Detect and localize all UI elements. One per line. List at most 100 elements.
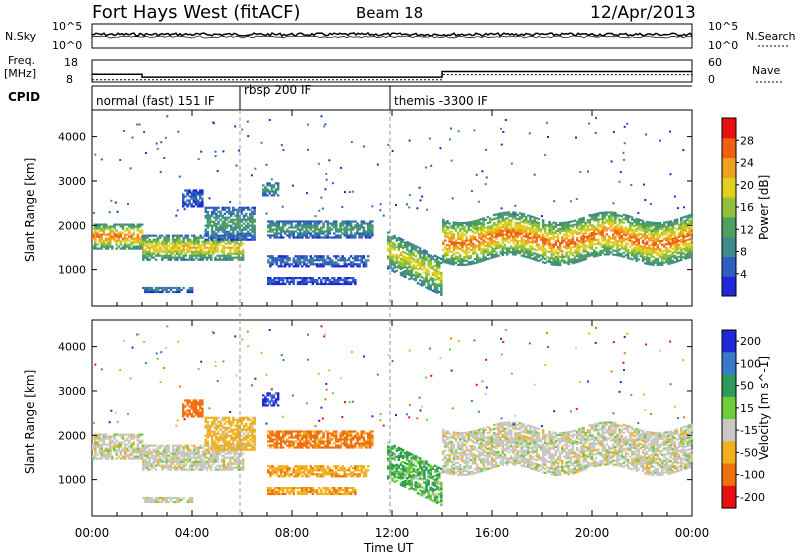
power-cell [362, 257, 366, 260]
power-cell [303, 230, 306, 233]
power-cell [221, 226, 224, 229]
power-cell [643, 228, 647, 231]
power-cell [406, 272, 409, 276]
power-cell [247, 206, 250, 209]
power-cell [203, 256, 207, 259]
power-cell [146, 236, 149, 239]
power-cell [518, 216, 521, 219]
velocity-cell [171, 462, 175, 465]
power-cell [328, 282, 332, 286]
freq-left-tick-top: 18 [64, 56, 78, 69]
velocity-cell [102, 455, 106, 458]
power-speckle [450, 159, 453, 162]
power-cell [558, 243, 562, 247]
power-cell [136, 247, 140, 250]
velocity-cell [126, 443, 129, 446]
power-cell [391, 245, 394, 248]
power-cell [233, 252, 236, 255]
power-cell [225, 226, 229, 229]
power-cell [688, 234, 691, 237]
power-cell [328, 261, 332, 264]
power-cell [505, 235, 509, 238]
power-cell [686, 234, 689, 237]
power-cell [410, 249, 413, 252]
power-cell [169, 242, 173, 245]
power-cell [633, 243, 636, 246]
power-cell [556, 239, 560, 243]
power-cell [92, 247, 95, 250]
power-cell [652, 261, 655, 264]
power-cell [660, 227, 664, 230]
power-cell [176, 250, 179, 253]
power-cell [206, 238, 210, 241]
power-cell [227, 210, 231, 213]
power-cell [505, 227, 509, 230]
power-cell [629, 237, 632, 240]
velocity-cell [195, 448, 198, 451]
power-cell [332, 277, 336, 280]
power-cell [167, 244, 170, 247]
power-cell [414, 245, 418, 248]
power-cell [223, 228, 227, 231]
power-cell [603, 217, 606, 220]
power-cell [486, 232, 490, 235]
power-cell [186, 244, 190, 247]
power-cell [136, 223, 140, 226]
power-cell [399, 261, 403, 264]
power-cell [303, 263, 306, 266]
power-cell [427, 271, 430, 274]
power-cell [482, 249, 485, 252]
power-cell [421, 280, 424, 283]
power-speckle [450, 127, 452, 130]
power-cell [539, 234, 543, 237]
power-cell [301, 255, 304, 258]
power-cell [522, 249, 526, 252]
power-cell [452, 227, 456, 230]
velocity-cell [98, 433, 101, 436]
velocity-cell [193, 446, 196, 449]
velocity-cell [210, 456, 213, 459]
power-cell [616, 250, 619, 253]
power-speckle [500, 143, 503, 146]
power-cell [609, 223, 613, 226]
power-cell [216, 244, 219, 247]
power-cell [410, 275, 413, 278]
power-cell [273, 236, 276, 239]
velocity-cell [152, 450, 156, 453]
velocity-cell [233, 458, 236, 461]
power-cell [554, 221, 558, 224]
power-cell [94, 231, 97, 234]
power-cell [412, 274, 415, 277]
velocity-cell [188, 450, 192, 453]
power-cell [244, 212, 248, 215]
power-cell [484, 226, 487, 229]
power-cell [182, 238, 185, 241]
power-cell [215, 206, 218, 209]
power-speckle [160, 141, 163, 144]
power-cell [197, 258, 200, 261]
power-cell [529, 245, 532, 248]
power-cell [575, 244, 579, 248]
power-cell [624, 230, 628, 233]
power-cell [639, 233, 643, 236]
power-cell [320, 280, 323, 284]
power-cell [507, 247, 511, 250]
velocity-cell [111, 439, 114, 442]
power-speckle [280, 144, 283, 147]
power-cell [578, 252, 581, 255]
power-cell [345, 232, 349, 235]
power-cell [605, 227, 609, 230]
power-cell [631, 230, 634, 233]
power-cell [253, 226, 256, 229]
power-speckle [575, 198, 578, 201]
velocity-cell [119, 449, 123, 452]
power-cell [507, 215, 511, 218]
power-cell [493, 229, 496, 233]
power-cell [669, 254, 672, 257]
power-cell [618, 226, 621, 229]
power-cell [410, 265, 413, 268]
power-cell [217, 210, 220, 213]
power-cell [223, 230, 227, 233]
power-cell [277, 279, 281, 282]
velocity-cell [205, 468, 209, 471]
